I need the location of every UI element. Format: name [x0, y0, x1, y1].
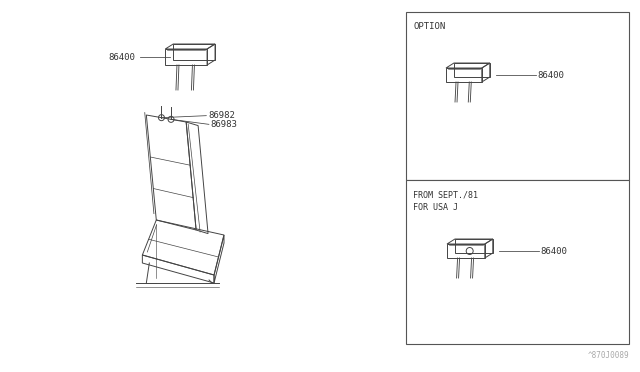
Bar — [406, 180, 629, 344]
Text: FROM SEPT./81
FOR USA J: FROM SEPT./81 FOR USA J — [413, 190, 478, 212]
Text: ^870J0089: ^870J0089 — [588, 351, 629, 360]
Text: 86983: 86983 — [211, 120, 237, 129]
Text: 86982: 86982 — [208, 111, 235, 120]
Bar — [406, 12, 629, 180]
Text: OPTION: OPTION — [413, 22, 445, 31]
Text: 86400: 86400 — [541, 247, 568, 256]
Text: 86400: 86400 — [109, 52, 136, 61]
Text: 86400: 86400 — [538, 71, 564, 80]
